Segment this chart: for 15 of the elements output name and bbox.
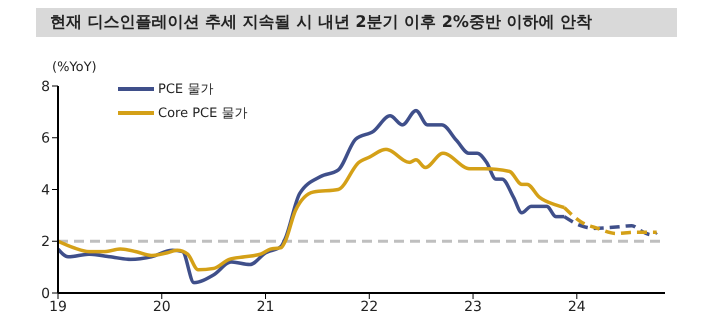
legend-label: Core PCE 물가: [158, 105, 248, 122]
x-tick-label: 20: [152, 298, 171, 315]
y-tick-label: 2: [41, 234, 50, 250]
x-tick-label: 24: [568, 298, 586, 315]
y-tick-label: 0: [41, 286, 50, 302]
y-axis-title: (%YoY): [52, 60, 97, 75]
chart-title: 현재 디스인플레이션 추세 지속될 시 내년 2분기 이후 2%중반 이하에 안착: [36, 8, 677, 37]
y-tick-label: 8: [41, 78, 50, 95]
x-tick-label: 19: [49, 298, 67, 315]
y-tick-label: 6: [41, 130, 50, 147]
legend-label: PCE 물가: [158, 81, 214, 98]
x-tick-label: 23: [464, 298, 482, 315]
x-tick-label: 21: [256, 298, 274, 315]
x-tick-label: 22: [360, 298, 378, 315]
y-tick-label: 4: [41, 182, 50, 198]
